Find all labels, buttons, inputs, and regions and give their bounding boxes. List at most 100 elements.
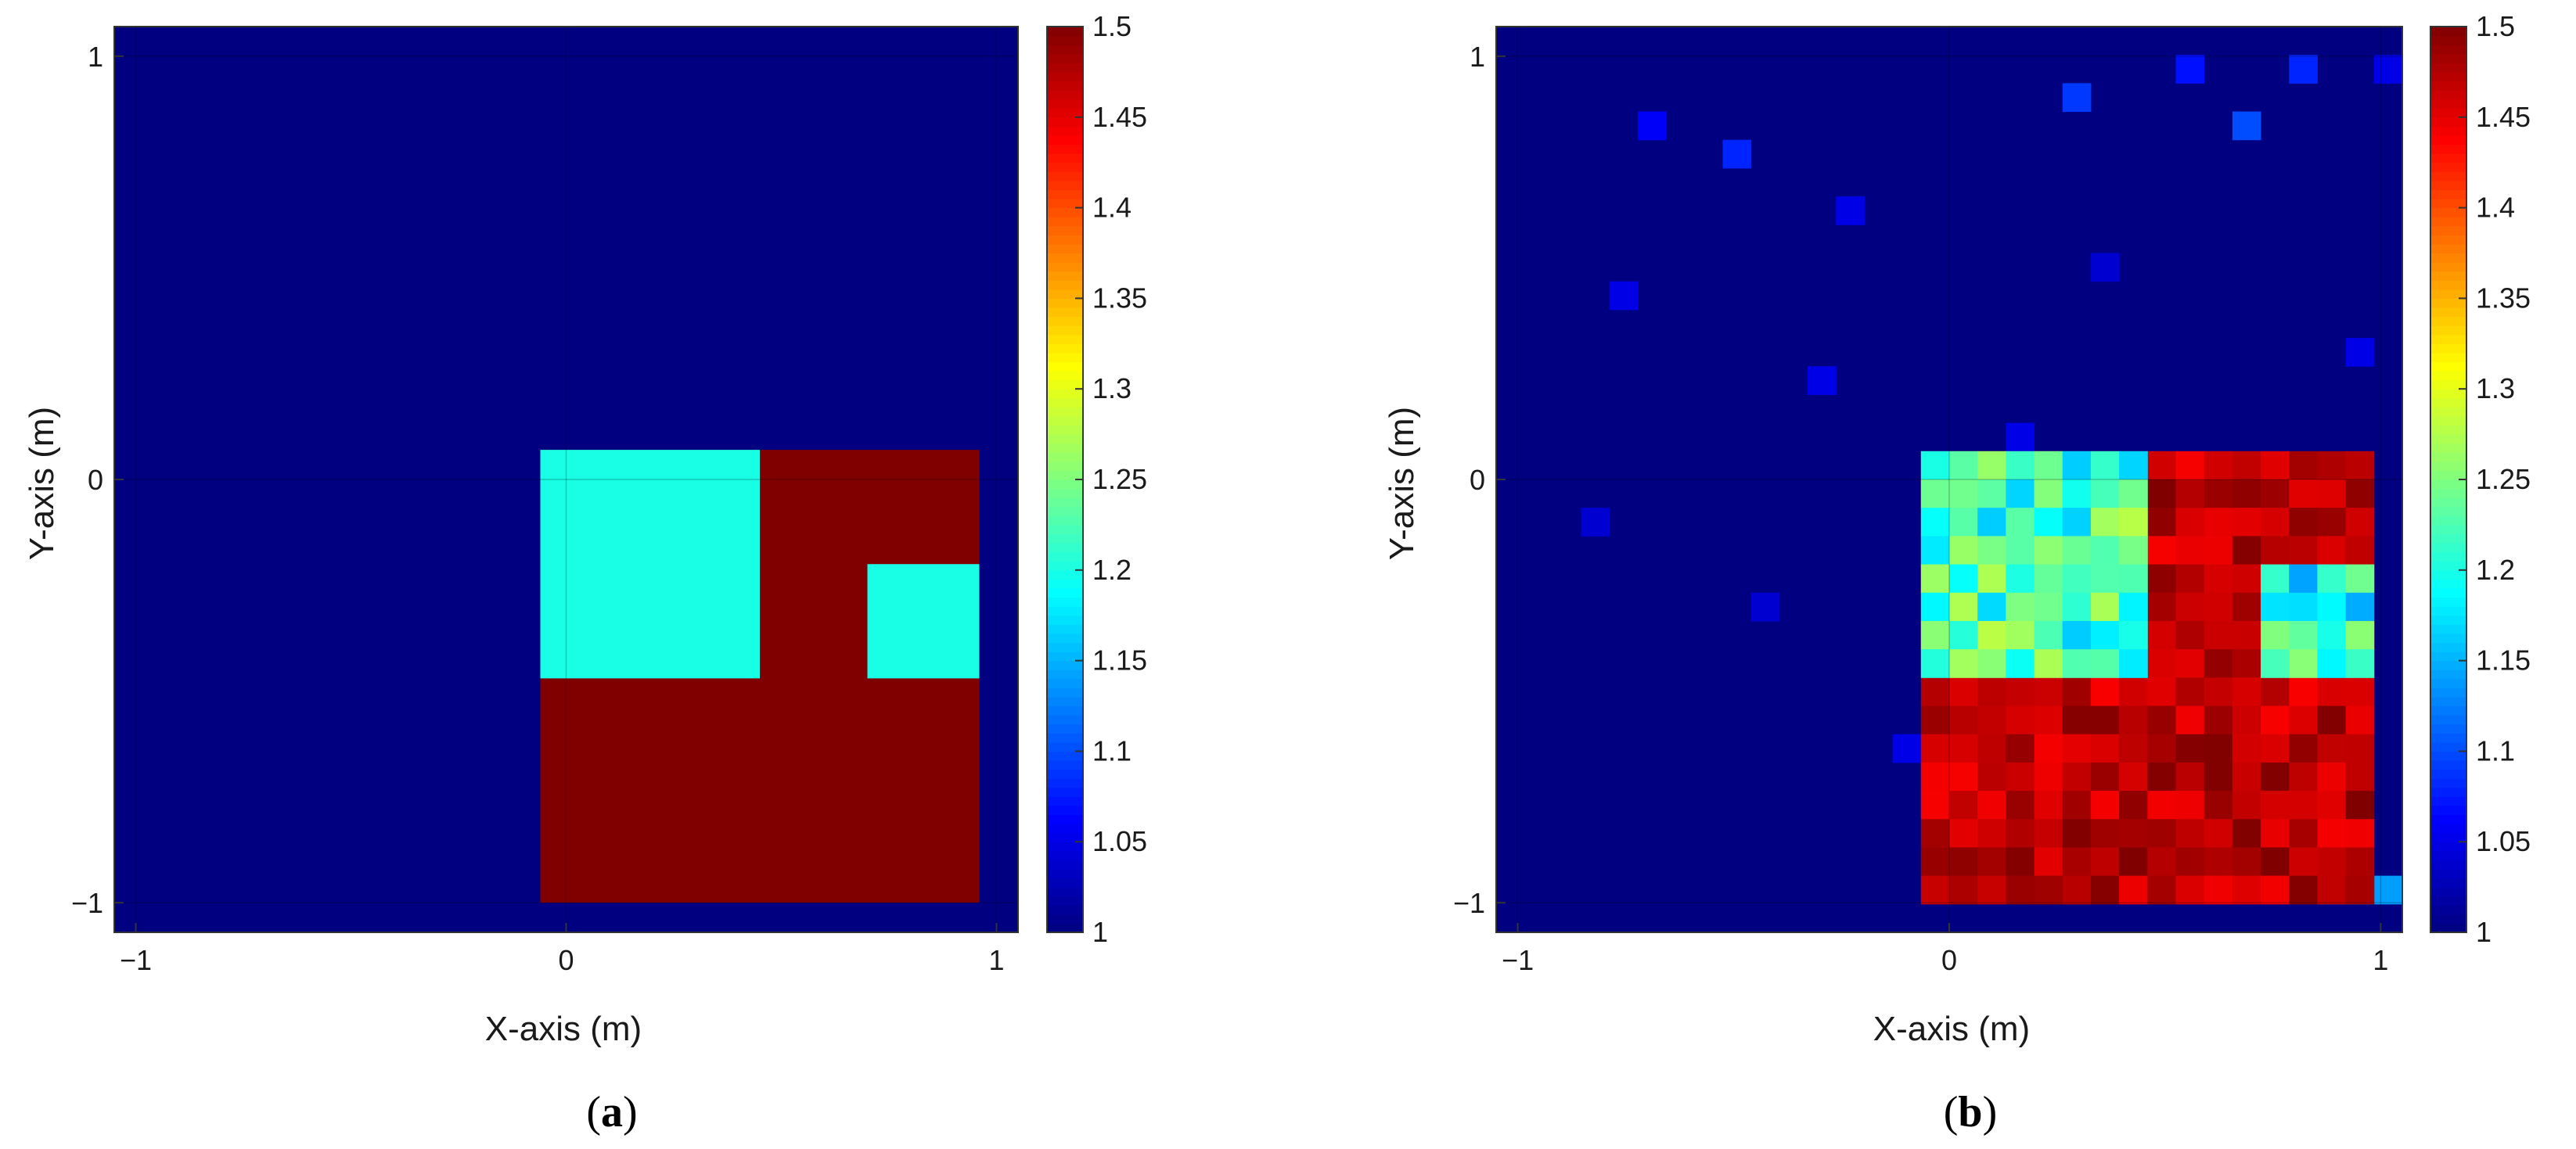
colorbar-segment: [1047, 579, 1083, 589]
y-tick-label: 0: [1470, 464, 1485, 496]
heatmap-cell: [2289, 875, 2318, 905]
colorbar-segment: [1047, 624, 1083, 634]
colorbar-segment: [2430, 207, 2466, 217]
colorbar-segment: [2430, 506, 2466, 516]
colorbar-segment: [1047, 90, 1083, 100]
heatmap-cell: [2261, 847, 2290, 877]
heatmap-cell: [2090, 253, 2120, 282]
heatmap-cell: [2261, 508, 2290, 537]
colorbar-segment: [2430, 189, 2466, 199]
heatmap-cell: [2034, 479, 2063, 508]
y-tick-label: 0: [88, 464, 103, 496]
heatmap-cell: [2006, 508, 2035, 537]
heatmap-cell: [2204, 819, 2233, 848]
heatmap-cell: [1920, 592, 1950, 622]
heatmap-cell: [2119, 451, 2148, 480]
heatmap-cell: [2232, 677, 2261, 706]
colorbar-segment: [2430, 243, 2466, 254]
colorbar-segment: [2430, 914, 2466, 925]
heatmap-cell: [2119, 819, 2148, 848]
heatmap-cell: [2006, 620, 2035, 650]
heatmap-cell: [2175, 791, 2205, 820]
heatmap-cell: [2261, 564, 2290, 594]
heatmap-cell: [2373, 55, 2403, 84]
colorbar-segment: [2430, 759, 2466, 770]
heatmap-cell: [2317, 819, 2347, 848]
colorbar-segment: [2430, 832, 2466, 842]
heatmap-cell: [2289, 819, 2318, 848]
colorbar-segment: [2430, 271, 2466, 281]
heatmap-cell: [2119, 508, 2148, 537]
y-tick-label: −1: [71, 887, 103, 919]
colorbar-segment: [1047, 235, 1083, 245]
colorbar-tick-label: 1.1: [2476, 734, 2515, 767]
colorbar-tick-label: 1.45: [2476, 101, 2531, 133]
colorbar-segment: [1047, 561, 1083, 571]
heatmap-cell: [2204, 875, 2233, 905]
colorbar-segment: [1047, 914, 1083, 925]
heatmap-cell: [2175, 536, 2205, 566]
colorbar-segment: [1047, 670, 1083, 680]
heatmap-cell: [2034, 847, 2063, 877]
heatmap-cell: [1949, 819, 1978, 848]
heatmap-cell: [2317, 564, 2347, 594]
heatmap-cell: [1750, 592, 1780, 622]
colorbar-segment: [2430, 117, 2466, 127]
x-tick-label: 1: [2373, 944, 2388, 976]
colorbar-tick-label: 1.45: [1092, 101, 1147, 133]
y-tick-labels: −1 0 1: [71, 41, 124, 919]
colorbar-segment: [1047, 805, 1083, 816]
colorbar-segment: [1047, 551, 1083, 562]
heatmap-cell: [2204, 508, 2233, 537]
heatmap-cell: [2261, 451, 2290, 480]
colorbar-segment: [1047, 63, 1083, 73]
heatmap-cell: [2062, 620, 2092, 650]
heatmap-cell: [2006, 479, 2035, 508]
heatmap-cell: [2373, 875, 2403, 905]
colorbar-tick-label: 1.4: [1092, 192, 1131, 224]
heatmap-cell: [1920, 762, 1950, 792]
heatmap-cell: [1977, 677, 2006, 706]
colorbar-segment: [1047, 778, 1083, 788]
colorbar-segment: [1047, 461, 1083, 472]
heatmap-cell: [2147, 791, 2176, 820]
colorbar-segment: [2430, 325, 2466, 336]
heatmap-cell: [2090, 677, 2120, 706]
colorbar-segment: [2430, 171, 2466, 181]
colorbar-segment: [1047, 470, 1083, 480]
colorbar-segment: [2430, 860, 2466, 870]
heatmap-cell: [2006, 649, 2035, 678]
plot-area: [113, 26, 1019, 933]
colorbar-segment: [2430, 724, 2466, 734]
colorbar-segment: [2430, 343, 2466, 354]
heatmap-cell: [2317, 479, 2347, 508]
heatmap-cell: [2345, 620, 2375, 650]
heatmap-cell: [1977, 508, 2006, 537]
colorbar-segment: [2430, 135, 2466, 145]
heatmap-cell: [2147, 479, 2176, 508]
colorbar-segment: [2430, 715, 2466, 725]
colorbar-segment: [1047, 53, 1083, 63]
heatmap-cell: [2147, 620, 2176, 650]
colorbar-segment: [2430, 896, 2466, 906]
colorbar-tick-label: 1.25: [1092, 463, 1147, 495]
heatmap-cell: [2261, 875, 2290, 905]
heatmap-cell: [2204, 791, 2233, 820]
heatmap-cell: [1977, 875, 2006, 905]
heatmap-cell: [2090, 564, 2120, 594]
heatmap-cell: [2090, 451, 2120, 480]
heatmap-cell: [2006, 677, 2035, 706]
colorbar-tick-label: 1: [1092, 916, 1108, 948]
heatmap-cell: [1977, 592, 2006, 622]
colorbar-segment: [1047, 316, 1083, 326]
heatmap-cell: [2119, 762, 2148, 792]
colorbar-segment: [1047, 878, 1083, 888]
heatmap-chart-a: −1 0 1 −101 11.051.11.151.21.251.31.351.41…: [23, 10, 1147, 1136]
colorbar-segment: [1047, 389, 1083, 399]
heatmap-cell: [1949, 791, 1978, 820]
colorbar-segment: [2430, 878, 2466, 888]
colorbar-segment: [2430, 316, 2466, 326]
colorbar-tick-label: 1.5: [2476, 10, 2515, 42]
colorbar-segment: [2430, 670, 2466, 680]
colorbar-segment: [1047, 715, 1083, 725]
